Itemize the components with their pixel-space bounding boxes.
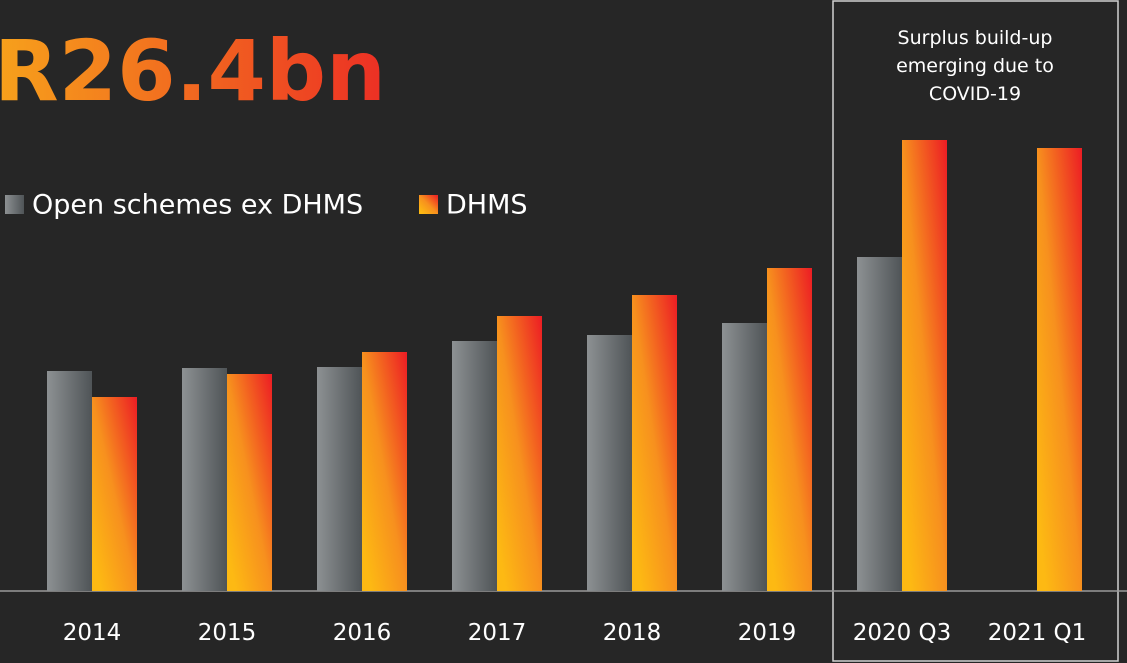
x-tick-label: 2021 Q1 — [988, 620, 1087, 646]
annotation-line: Surplus build-up — [898, 27, 1053, 49]
annotation-box — [832, 0, 1119, 662]
bar — [587, 335, 632, 591]
bar — [362, 352, 407, 591]
legend-swatch — [419, 195, 438, 214]
bar — [497, 316, 542, 591]
x-tick-label: 2020 Q3 — [853, 620, 952, 646]
legend-label: Open schemes ex DHMS — [32, 190, 363, 221]
bar — [857, 257, 902, 591]
annotation-line: COVID-19 — [929, 83, 1021, 105]
bar — [632, 295, 677, 591]
annotation-line: emerging due to — [896, 55, 1054, 77]
bar — [227, 374, 272, 591]
bar — [92, 397, 137, 591]
bar — [767, 268, 812, 591]
bar — [47, 371, 92, 591]
bar — [722, 323, 767, 591]
chart-title: R26.4bn — [0, 22, 386, 120]
legend-swatch — [5, 195, 24, 214]
x-tick-label: 2019 — [738, 620, 797, 646]
legend-label: DHMS — [446, 190, 528, 221]
bar — [182, 368, 227, 591]
x-tick-label: 2014 — [63, 620, 122, 646]
bar — [317, 367, 362, 591]
x-tick-label: 2015 — [198, 620, 257, 646]
bar — [902, 140, 947, 591]
bar — [1037, 148, 1082, 591]
x-tick-label: 2017 — [468, 620, 527, 646]
x-tick-label: 2018 — [603, 620, 662, 646]
bar — [452, 341, 497, 591]
x-tick-label: 2016 — [333, 620, 392, 646]
